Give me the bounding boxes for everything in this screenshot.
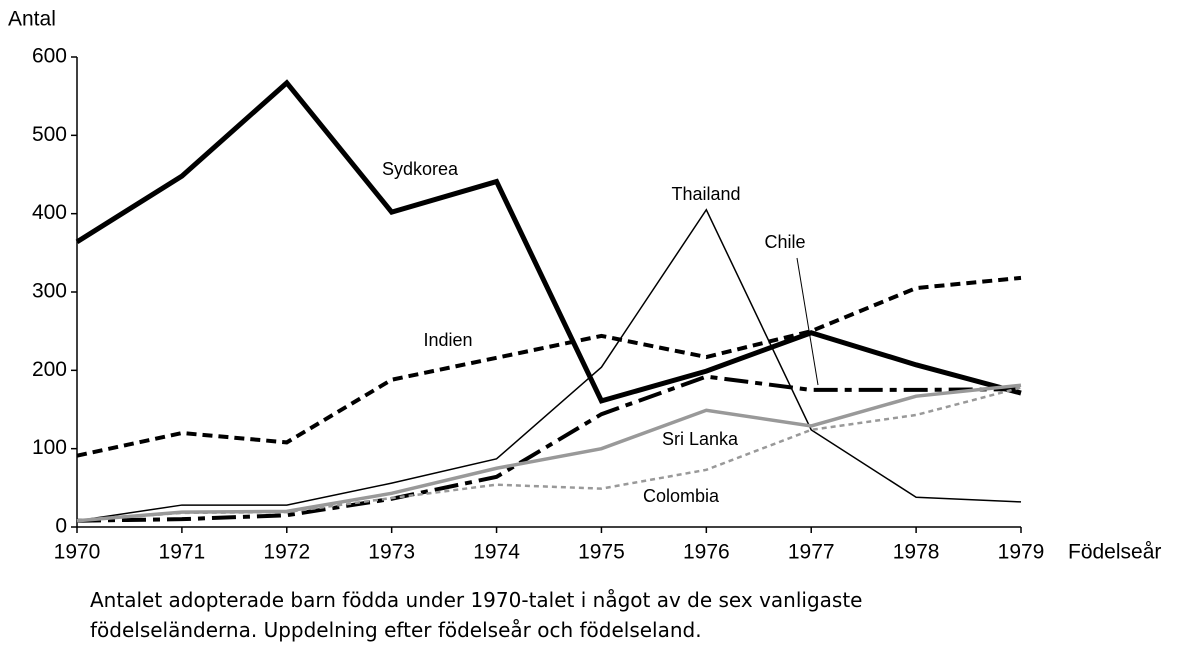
x-tick-label: 1978: [893, 541, 940, 564]
series-line: [76, 386, 1022, 522]
x-axis-title: Födelseår: [1068, 541, 1161, 564]
x-tick-label: 1979: [998, 541, 1045, 564]
y-tick-label: 500: [32, 123, 67, 146]
y-tick-label: 600: [32, 45, 67, 68]
y-tick-label: 200: [32, 358, 67, 381]
y-axis-title: Antal: [8, 8, 56, 31]
x-tick-label: 1975: [578, 541, 625, 564]
y-tick-label: 0: [55, 515, 67, 538]
x-tick-label: 1970: [54, 541, 101, 564]
series-label: Sydkorea: [382, 159, 459, 179]
y-tick-label: 400: [32, 201, 67, 224]
x-tick-label: 1977: [788, 541, 835, 564]
series-label: Sri Lanka: [662, 429, 739, 449]
caption: Antalet adopterade barn födda under 1970…: [90, 585, 862, 645]
caption-line: födelseländerna. Uppdelning efter födels…: [90, 618, 702, 642]
series-line: [76, 208, 1022, 522]
chile-pointer: [796, 257, 819, 386]
caption-line: Antalet adopterade barn födda under 1970…: [90, 588, 863, 612]
series-label: Chile: [764, 232, 805, 252]
series-label: Colombia: [643, 486, 720, 506]
series-line: [76, 383, 1022, 523]
x-tick-label: 1974: [473, 541, 520, 564]
chart: Antal Födelseår 0 100 200 300 400 500 600 1970 1…: [8, 8, 1161, 564]
y-tick-label: 300: [32, 280, 67, 303]
x-tick-label: 1972: [263, 541, 310, 564]
x-tick-label: 1976: [683, 541, 730, 564]
x-tick-label: 1971: [159, 541, 206, 564]
x-tick-label: 1973: [368, 541, 415, 564]
series-line: [76, 374, 1022, 523]
series-line: [75, 79, 1022, 404]
series-label: Indien: [423, 330, 472, 350]
series-line: [76, 275, 1022, 458]
series-label: Thailand: [671, 184, 740, 204]
y-tick-label: 100: [32, 436, 67, 459]
